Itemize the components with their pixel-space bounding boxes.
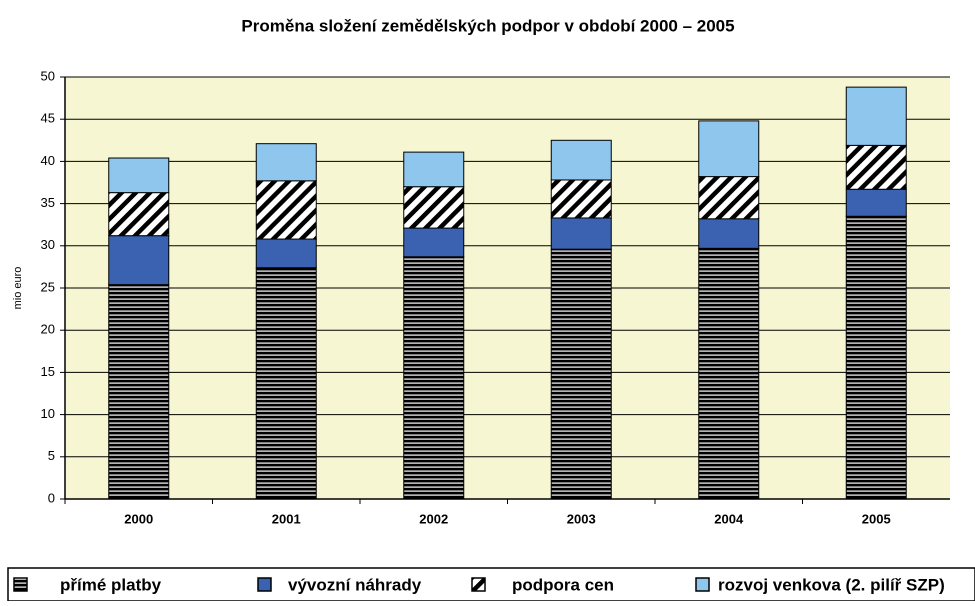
y-tick-label: 5 — [48, 448, 55, 463]
x-tick-label: 2000 — [124, 511, 153, 526]
bar-segment — [698, 120, 760, 178]
bar-segment — [255, 267, 317, 500]
chart-title: Proměna složení zemědělských podpor v ob… — [241, 16, 734, 35]
bar-segment — [403, 186, 465, 229]
legend-label: vývozní náhrady — [288, 575, 422, 594]
legend-label: přímé platby — [60, 575, 162, 594]
bar-segment — [845, 215, 907, 500]
bar-segment — [698, 176, 760, 220]
legend-swatch — [257, 577, 272, 592]
bar-segment — [255, 180, 317, 240]
bar-segment — [403, 227, 465, 258]
y-tick-label: 0 — [48, 490, 55, 505]
y-tick-label: 25 — [41, 279, 55, 294]
legend-swatch — [471, 577, 486, 592]
bar-segment — [108, 284, 170, 500]
legend-swatch — [695, 577, 710, 592]
y-tick-label: 50 — [41, 68, 55, 83]
bar-segment — [108, 192, 170, 237]
legend-swatch — [13, 577, 28, 592]
bar-segment — [698, 247, 760, 500]
y-tick-label: 30 — [41, 237, 55, 252]
bar-segment — [403, 151, 465, 188]
bar-segment — [550, 139, 612, 181]
bar-segment — [845, 86, 907, 146]
x-tick-label: 2005 — [862, 511, 891, 526]
bar-segment — [845, 188, 907, 217]
x-tick-label: 2002 — [419, 511, 448, 526]
bar-segment — [403, 256, 465, 500]
x-tick-label: 2001 — [272, 511, 301, 526]
bar-segment — [550, 248, 612, 500]
bar-segment — [255, 238, 317, 269]
y-tick-label: 40 — [41, 153, 55, 168]
bar-segment — [550, 179, 612, 219]
bar-segment — [108, 157, 170, 194]
bar-segment — [550, 217, 612, 250]
y-tick-label: 10 — [41, 406, 55, 421]
bar-segment — [108, 235, 170, 286]
y-tick-label: 45 — [41, 111, 55, 126]
y-axis-label: mio euro — [12, 267, 24, 310]
x-tick-label: 2003 — [567, 511, 596, 526]
x-tick-label: 2004 — [714, 511, 744, 526]
bar-segment — [698, 218, 760, 249]
y-tick-label: 20 — [41, 322, 55, 337]
y-tick-label: 15 — [41, 364, 55, 379]
legend-label: rozvoj venkova (2. pilíř SZP) — [718, 575, 945, 594]
bar-segment — [845, 144, 907, 190]
legend-label: podpora cen — [512, 575, 614, 594]
y-tick-label: 35 — [41, 195, 55, 210]
bar-segment — [255, 143, 317, 182]
